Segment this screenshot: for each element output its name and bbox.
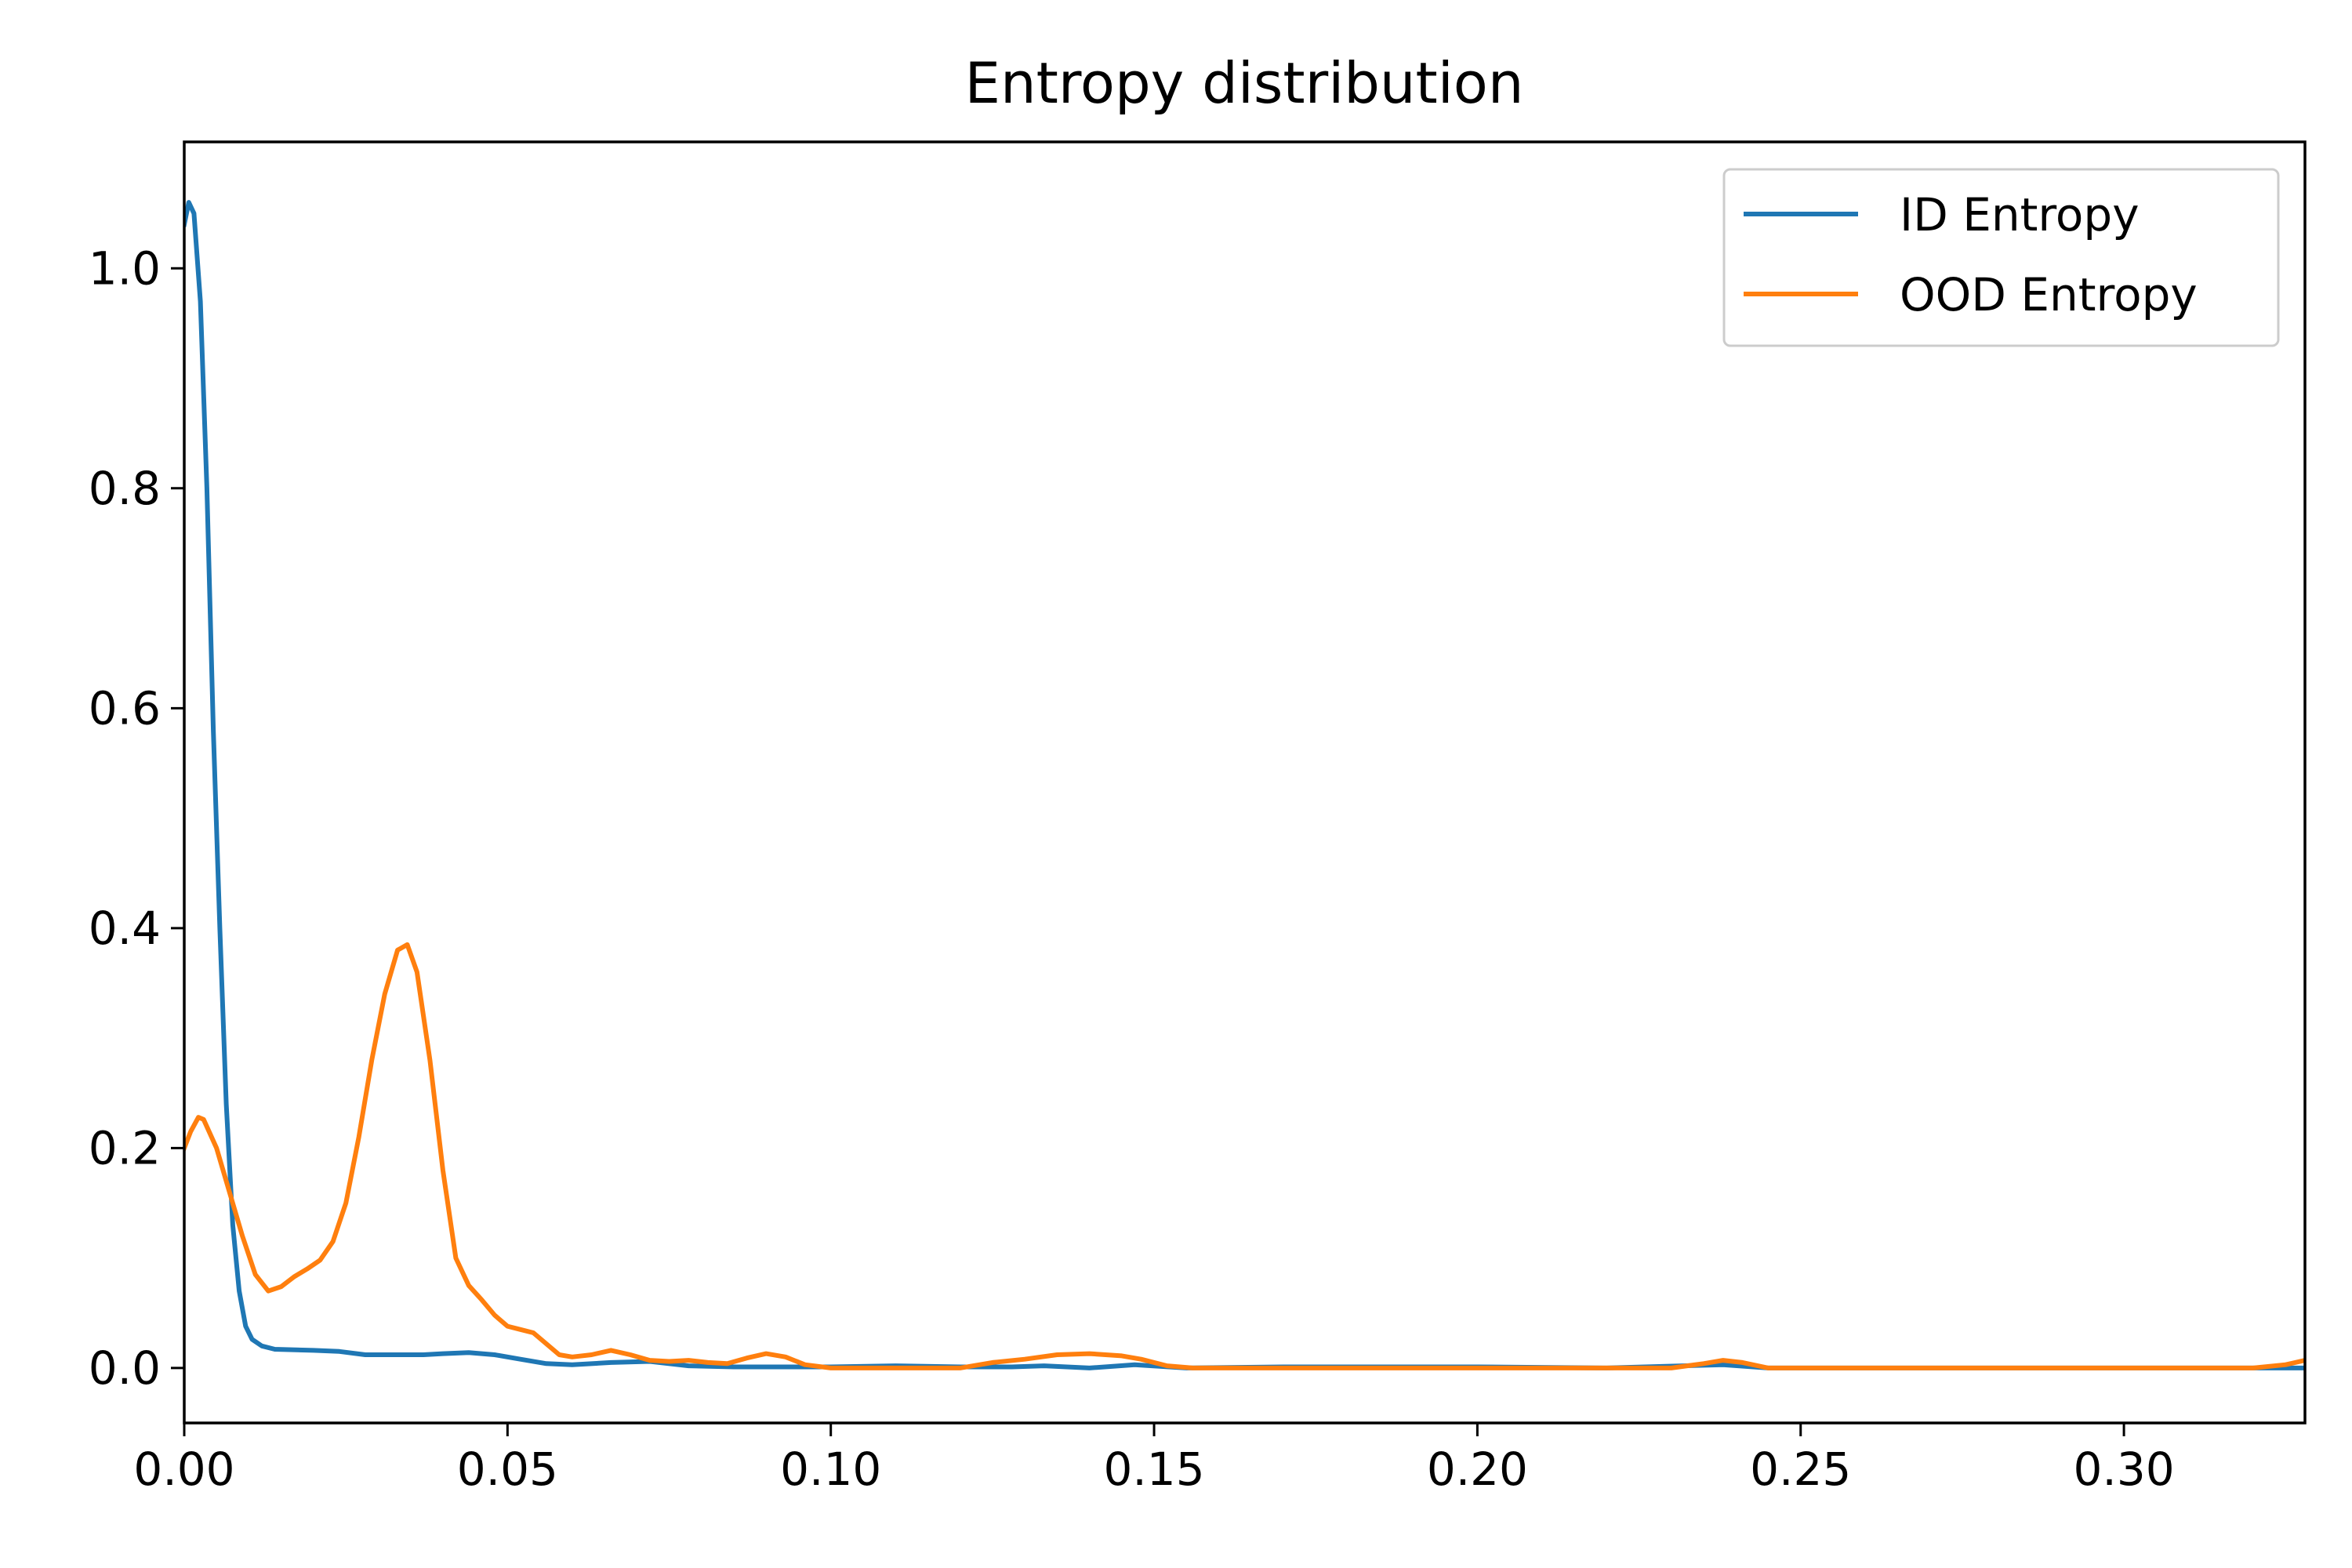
legend-label-id-entropy: ID Entropy [1900, 188, 2140, 241]
series-line-ood-entropy [184, 942, 2305, 1370]
y-tick-label: 1.0 [89, 241, 161, 295]
legend-box [1722, 168, 2280, 347]
y-tick-label: 0.8 [89, 462, 161, 515]
x-tick-label: 0.00 [133, 1443, 234, 1496]
x-tick-label: 0.05 [457, 1443, 558, 1496]
x-tick-label: 0.25 [1750, 1443, 1851, 1496]
x-tick-label: 0.20 [1427, 1443, 1528, 1496]
x-tick-label: 0.15 [1103, 1443, 1204, 1496]
series-layer [184, 200, 2305, 1370]
y-axis: 0.0 0.2 0.4 0.6 0.8 1.0 [89, 241, 184, 1395]
chart-title: Entropy distribution [965, 50, 1524, 116]
x-tick-label: 0.30 [2074, 1443, 2175, 1496]
y-tick-label: 0.6 [89, 681, 161, 735]
y-tick-label: 0.0 [89, 1341, 161, 1395]
x-tick-label: 0.10 [780, 1443, 881, 1496]
y-tick-label: 0.4 [89, 902, 161, 955]
plot-frame [183, 140, 2307, 1425]
legend: ID Entropy OOD Entropy [1722, 168, 2280, 347]
legend-label-ood-entropy: OOD Entropy [1900, 268, 2198, 321]
x-axis: 0.00 0.05 0.10 0.15 0.20 0.25 0.30 [133, 1423, 2175, 1496]
y-tick-label: 0.2 [89, 1121, 161, 1174]
